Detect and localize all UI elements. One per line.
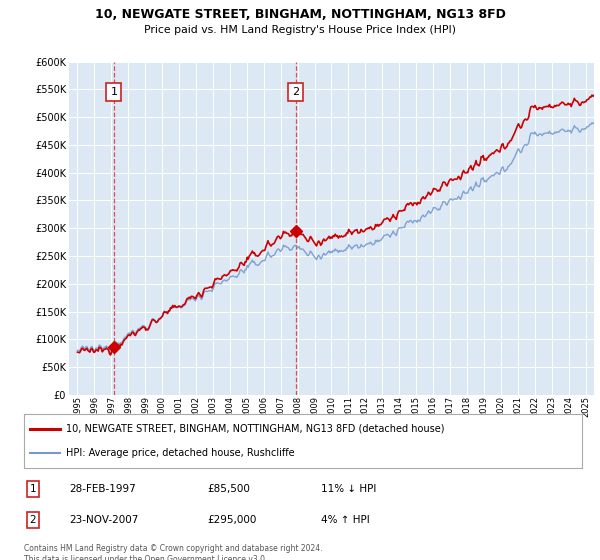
Text: 10, NEWGATE STREET, BINGHAM, NOTTINGHAM, NG13 8FD: 10, NEWGATE STREET, BINGHAM, NOTTINGHAM,…	[95, 8, 505, 21]
Text: HPI: Average price, detached house, Rushcliffe: HPI: Average price, detached house, Rush…	[66, 448, 295, 458]
Text: Contains HM Land Registry data © Crown copyright and database right 2024.
This d: Contains HM Land Registry data © Crown c…	[24, 544, 323, 560]
Text: 2: 2	[292, 87, 299, 97]
Text: 28-FEB-1997: 28-FEB-1997	[69, 484, 136, 494]
Text: 10, NEWGATE STREET, BINGHAM, NOTTINGHAM, NG13 8FD (detached house): 10, NEWGATE STREET, BINGHAM, NOTTINGHAM,…	[66, 424, 445, 434]
Text: £295,000: £295,000	[207, 515, 256, 525]
Text: £85,500: £85,500	[207, 484, 250, 494]
Text: 11% ↓ HPI: 11% ↓ HPI	[321, 484, 376, 494]
Text: 2: 2	[29, 515, 37, 525]
Text: 1: 1	[110, 87, 118, 97]
Text: 4% ↑ HPI: 4% ↑ HPI	[321, 515, 370, 525]
Text: 1: 1	[29, 484, 37, 494]
Text: 23-NOV-2007: 23-NOV-2007	[69, 515, 139, 525]
Text: Price paid vs. HM Land Registry's House Price Index (HPI): Price paid vs. HM Land Registry's House …	[144, 25, 456, 35]
